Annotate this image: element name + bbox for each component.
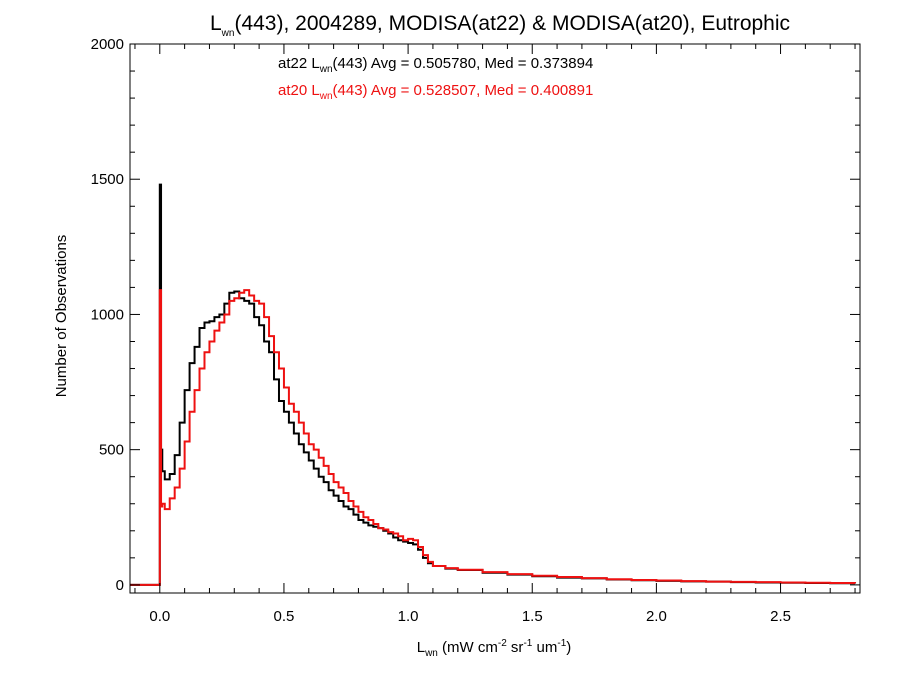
y-tick-label: 0 bbox=[116, 577, 124, 594]
tick-layer: 0.0 0.5 1.0 1.5 2.0 2.5 0 500 1000 1500 2000 bbox=[91, 36, 860, 625]
plot-frame bbox=[129, 43, 861, 594]
x-axis-label-sup-a: -2 bbox=[498, 638, 507, 649]
y-axis-label: Number of Observations bbox=[53, 235, 70, 398]
stats-at22-subscript: wn bbox=[319, 64, 333, 75]
x-tick-label: 2.5 bbox=[770, 608, 791, 625]
x-axis-label-subscript: wn bbox=[424, 648, 438, 659]
x-axis-label-unit-a: (mW cm bbox=[438, 639, 498, 656]
x-axis-label-sup-b: -1 bbox=[523, 638, 532, 649]
y-tick-label: 500 bbox=[99, 442, 124, 459]
x-tick-label: 1.0 bbox=[398, 608, 419, 625]
x-tick-label: 0.5 bbox=[274, 608, 295, 625]
x-axis-label-unit-b: sr bbox=[507, 639, 524, 656]
histogram-series-at20 bbox=[130, 289, 857, 586]
title-suffix: (443), 2004289, MODISA(at22) & MODISA(at… bbox=[234, 12, 790, 35]
y-tick-label: 1000 bbox=[91, 306, 124, 323]
x-tick-label: 1.5 bbox=[522, 608, 543, 625]
title-subscript: wn bbox=[221, 28, 235, 39]
x-axis-label-unit-c: um bbox=[532, 639, 557, 656]
y-tick-label: 1500 bbox=[91, 171, 124, 188]
chart-title: Lwn(443), 2004289, MODISA(at22) & MODISA… bbox=[210, 12, 790, 39]
x-axis-label-prefix: L bbox=[417, 639, 425, 656]
stats-at20-values: (443) Avg = 0.528507, Med = 0.400891 bbox=[333, 82, 594, 99]
x-tick-label: 0.0 bbox=[149, 608, 170, 625]
x-axis-label: Lwn (mW cm-2 sr-1 um-1) bbox=[417, 638, 572, 659]
title-prefix: L bbox=[210, 12, 222, 35]
series-layer bbox=[130, 183, 857, 586]
y-tick-label: 2000 bbox=[91, 36, 124, 53]
x-axis-label-suffix: ) bbox=[566, 639, 571, 656]
x-tick-label: 2.0 bbox=[646, 608, 667, 625]
x-axis-label-sup-c: -1 bbox=[557, 638, 566, 649]
stats-at20-prefix: at20 L bbox=[278, 82, 320, 99]
stats-at22-prefix: at22 L bbox=[278, 55, 320, 72]
stats-annotation-at20: at20 Lwn(443) Avg = 0.528507, Med = 0.40… bbox=[278, 82, 593, 102]
stats-at20-subscript: wn bbox=[319, 91, 333, 102]
stats-annotation-at22: at22 Lwn(443) Avg = 0.505780, Med = 0.37… bbox=[278, 55, 593, 75]
stats-at22-values: (443) Avg = 0.505780, Med = 0.373894 bbox=[333, 55, 594, 72]
histogram-series-at22 bbox=[130, 183, 857, 586]
